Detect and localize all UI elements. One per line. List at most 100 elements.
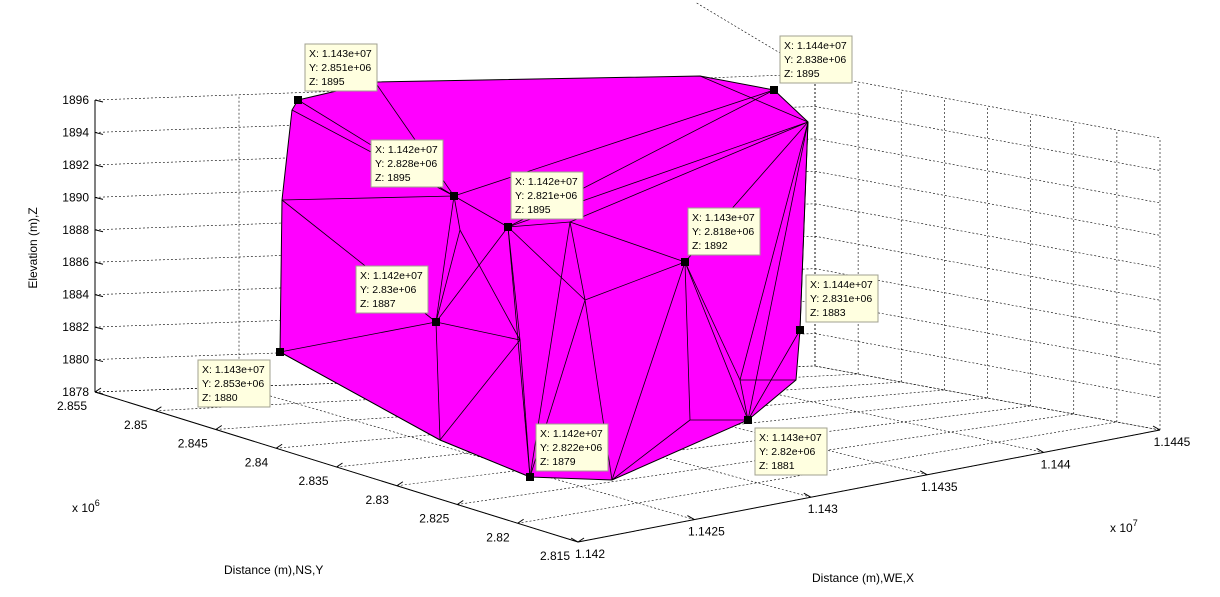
datatip-text: X: 1.143e+07 (759, 432, 822, 444)
grid-line (694, 1, 816, 75)
datatip-text: Z: 1895 (309, 76, 345, 88)
z-tick-label: 1888 (62, 223, 89, 237)
axis-ticks: 1878 1880 1882 1884 1886 1888 1890 1892 1894 1896… (57, 93, 1191, 563)
z-tick-mark (94, 131, 104, 135)
z-tick-label: 1890 (62, 190, 89, 204)
y-tick-mark (517, 518, 524, 524)
surface-edge (435, 226, 509, 323)
surface-edge (739, 121, 809, 381)
surface-edge (611, 419, 691, 481)
datatip[interactable]: X: 1.142e+07 Y: 2.828e+06 Z: 1895 (370, 139, 458, 200)
datatip-marker[interactable] (526, 473, 534, 481)
datatip-text: Y: 2.82e+06 (759, 446, 816, 458)
surface-edge (747, 329, 801, 421)
x-tick-mark (1152, 425, 1161, 431)
y-exponent-label: x 106 (72, 498, 100, 515)
datatip-marker[interactable] (744, 416, 752, 424)
x-tick-mark (919, 470, 928, 476)
datatip-text: Z: 1879 (540, 456, 576, 468)
grid-line (814, 365, 1161, 431)
y-tick-mark (94, 387, 102, 393)
grid-line (814, 365, 1161, 431)
datatip-text: Y: 2.818e+06 (692, 226, 754, 238)
surface-edge (684, 261, 741, 381)
surface-edge (453, 89, 775, 197)
datatip-text: Z: 1881 (759, 460, 795, 472)
x-tick-label: 1.144 (1041, 457, 1071, 471)
datatip-text: Z: 1887 (360, 298, 396, 310)
datatip-marker[interactable] (770, 86, 778, 94)
surface-edge (684, 261, 749, 421)
surface-edge (739, 379, 749, 421)
datatip-marker[interactable] (504, 223, 512, 231)
z-tick-mark (94, 294, 104, 298)
datatip[interactable]: X: 1.142e+07 Y: 2.83e+06 Z: 1887 (355, 265, 440, 326)
surface-edge (569, 121, 809, 223)
datatip-box (370, 139, 444, 188)
y-tick-mark (275, 443, 283, 449)
datatip-box (754, 427, 828, 476)
surface-edge (435, 195, 455, 323)
datatip[interactable]: X: 1.142e+07 Y: 2.822e+06 Z: 1879 (526, 423, 609, 481)
y-tick-label: 2.845 (178, 437, 208, 451)
datatip-box (355, 265, 429, 314)
grid-line (396, 405, 1031, 487)
grid-line (814, 333, 1161, 398)
datatip-text: Z: 1883 (810, 307, 846, 319)
surface-edge (453, 195, 461, 231)
datatip-marker[interactable] (450, 192, 458, 200)
datatip[interactable]: X: 1.144e+07 Y: 2.831e+06 Z: 1883 (796, 274, 879, 334)
datatip[interactable]: X: 1.143e+07 Y: 2.82e+06 Z: 1881 (744, 416, 828, 476)
datatip-box (510, 171, 584, 220)
datatips: X: 1.143e+07Y: 2.851e+06Z: 1895 X: 1.144e… (197, 35, 879, 481)
datatip-marker[interactable] (276, 348, 284, 356)
datatip-box (687, 207, 761, 256)
datatip[interactable]: X: 1.143e+07 Y: 2.853e+06 Z: 1880 (197, 348, 284, 408)
y-tick-mark (577, 537, 585, 543)
datatip[interactable]: X: 1.144e+07 Y: 2.838e+06 Z: 1895 (770, 35, 853, 94)
surface-edge (459, 229, 521, 341)
surface-edge (435, 321, 521, 341)
datatip-box (535, 423, 609, 472)
grid-line (155, 373, 859, 412)
datatip[interactable]: X: 1.143e+07 Y: 2.851e+06 Z: 1895 (294, 43, 378, 104)
y-tick-mark (155, 406, 162, 412)
datatip-text: Z: 1895 (784, 68, 820, 80)
x-tick-label: 1.1425 (688, 525, 725, 539)
datatip-marker[interactable] (796, 326, 804, 334)
datatip[interactable]: X: 1.142e+07 Y: 2.821e+06 Z: 1895 (504, 171, 584, 231)
datatip-box (805, 274, 879, 323)
y-tick-label: 2.825 (419, 512, 449, 526)
grid-line (814, 300, 1161, 366)
surface-edge (569, 221, 586, 301)
x-tick-label: 1.143 (808, 502, 838, 516)
z-tick-label: 1884 (62, 288, 89, 302)
datatip-box (779, 35, 853, 84)
grid-line (814, 73, 1161, 139)
datatip-marker[interactable] (294, 96, 302, 104)
datatip-box (197, 359, 271, 408)
grid-line (814, 106, 1161, 171)
grid-line (526, 376, 928, 476)
y-tick-label: 2.85 (124, 418, 148, 432)
z-tick-mark (94, 261, 104, 265)
datatip[interactable]: X: 1.143e+07 Y: 2.818e+06 Z: 1892 (681, 207, 761, 266)
y-tick-mark (215, 425, 223, 430)
datatip-marker[interactable] (681, 258, 689, 266)
axis-line (577, 429, 1161, 543)
surface-edge (439, 339, 521, 441)
surface-edge (569, 221, 686, 263)
surface-edge (507, 226, 586, 301)
z-tick-label: 1886 (62, 255, 89, 269)
y-tick-label: 2.835 (298, 474, 328, 488)
z-tick-mark (94, 164, 104, 168)
datatip-text: Y: 2.821e+06 (515, 190, 577, 202)
z-tick-mark (94, 229, 104, 233)
x-tick-mark (687, 515, 695, 521)
y-tick-label: 2.83 (366, 493, 390, 507)
surface-edge (435, 229, 461, 323)
datatip-marker[interactable] (432, 318, 440, 326)
surface-edge (279, 321, 437, 353)
datatip-text: Z: 1895 (375, 172, 411, 184)
